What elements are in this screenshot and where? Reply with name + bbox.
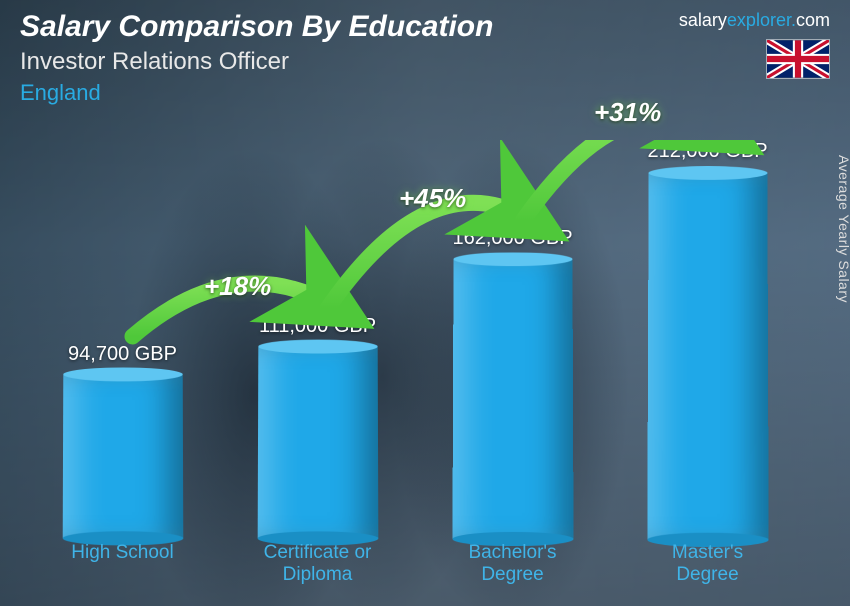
- bar-column: 162,000 GBP: [430, 227, 595, 538]
- increment-pct-label: +18%: [204, 271, 271, 302]
- brand-prefix: salary: [679, 10, 727, 30]
- bar-category-label: Bachelor'sDegree: [430, 542, 595, 588]
- bar-top-ellipse: [63, 368, 182, 382]
- bar-value-label: 212,000 GBP: [647, 140, 767, 163]
- bar-category-label: High School: [40, 542, 205, 588]
- bar: [257, 347, 378, 539]
- brand-mid: explorer: [727, 10, 791, 30]
- uk-flag-icon: [766, 39, 830, 79]
- chart-subtitle: Investor Relations Officer: [20, 48, 493, 76]
- bar-value-label: 162,000 GBP: [452, 227, 572, 250]
- chart-location: England: [20, 80, 493, 106]
- chart-title: Salary Comparison By Education: [20, 10, 493, 44]
- bar: [647, 173, 768, 540]
- bar-column: 212,000 GBP: [625, 140, 790, 538]
- brand-block: salaryexplorer.com: [679, 10, 830, 79]
- title-block: Salary Comparison By Education Investor …: [20, 10, 493, 106]
- bar-value-label: 111,000 GBP: [259, 315, 376, 338]
- bar-category-label: Certificate orDiploma: [235, 542, 400, 588]
- labels-container: High School Certificate orDiploma Bachelor…: [40, 542, 790, 588]
- bar-top-ellipse: [453, 252, 572, 266]
- bar-top-ellipse: [258, 340, 377, 354]
- bar-value-label: 94,700 GBP: [68, 343, 177, 366]
- bar-body: [452, 259, 573, 539]
- y-axis-label: Average Yearly Salary: [836, 155, 850, 303]
- bar-column: 94,700 GBP: [40, 343, 205, 538]
- bar-body: [62, 374, 183, 538]
- chart-area: 94,700 GBP 111,000 GBP 162,000 GBP 212,0…: [40, 140, 790, 588]
- bar-body: [647, 173, 768, 540]
- bar-body: [257, 347, 378, 539]
- bar-column: 111,000 GBP: [235, 315, 400, 538]
- bar: [452, 259, 573, 539]
- bar: [62, 374, 183, 538]
- header: Salary Comparison By Education Investor …: [20, 10, 830, 106]
- brand-text: salaryexplorer.com: [679, 10, 830, 31]
- brand-tld: com: [796, 10, 830, 30]
- increment-pct-label: +45%: [399, 183, 466, 214]
- bar-category-label: Master'sDegree: [625, 542, 790, 588]
- increment-pct-label: +31%: [594, 97, 661, 128]
- bar-top-ellipse: [648, 166, 767, 180]
